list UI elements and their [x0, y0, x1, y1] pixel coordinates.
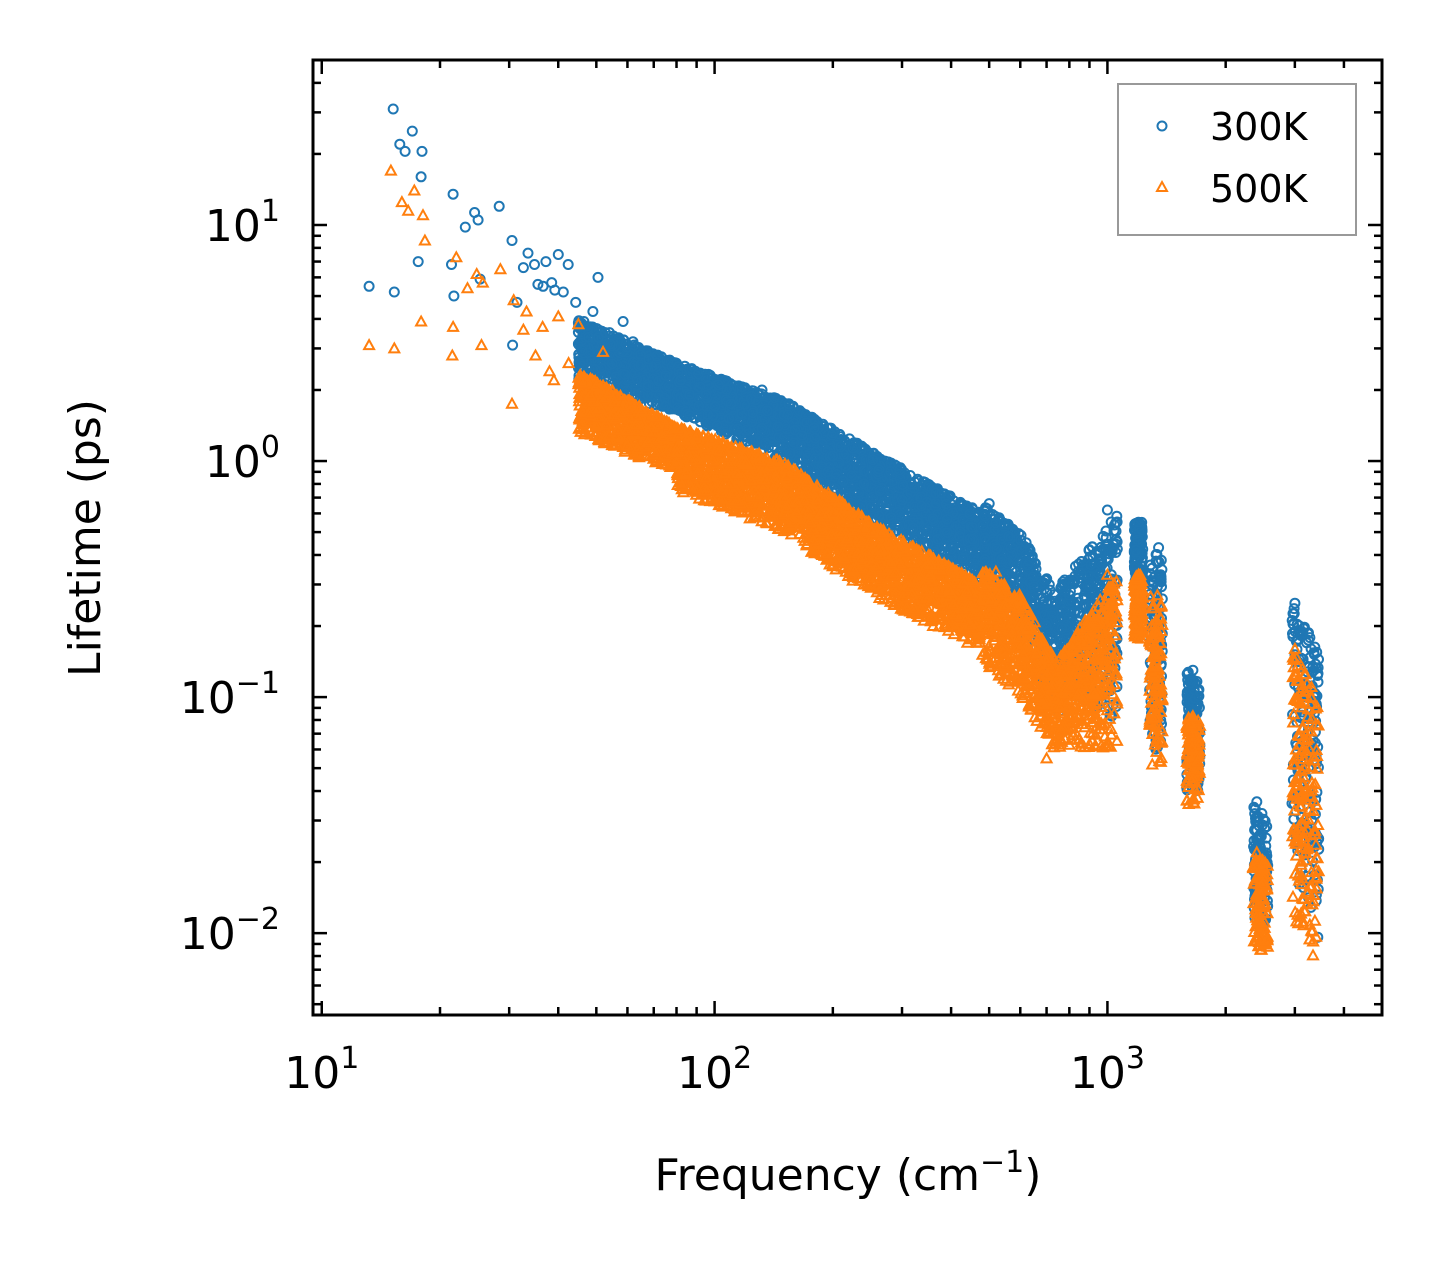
data-point-300K	[573, 315, 585, 327]
data-point-300K	[606, 340, 618, 352]
data-point-300K	[643, 398, 655, 410]
data-point-300K	[605, 338, 616, 350]
series-300K	[363, 103, 1325, 943]
data-point-300K	[582, 327, 594, 339]
data-point-300K	[659, 400, 671, 412]
data-point-300K	[640, 347, 652, 359]
data-point-300K	[653, 375, 665, 387]
data-point-300K	[628, 360, 640, 371]
data-point-300K	[621, 385, 633, 397]
data-point-300K	[593, 332, 604, 344]
data-point-300K	[619, 369, 631, 380]
data-point-300K	[595, 362, 607, 374]
data-point-300K	[650, 361, 662, 373]
data-point-300K	[586, 354, 597, 366]
data-point-300K	[611, 359, 623, 370]
data-point-300K	[588, 340, 600, 352]
data-point-300K	[631, 373, 643, 385]
plot-points	[362, 103, 1326, 961]
data-point-300K	[633, 360, 645, 372]
data-point-300K	[620, 338, 632, 350]
data-point-300K	[635, 359, 647, 371]
data-point-300K	[606, 358, 618, 370]
data-point-300K	[583, 331, 594, 343]
data-point-300K	[610, 340, 622, 352]
data-point-300K	[574, 357, 586, 369]
data-point-300K	[589, 363, 601, 375]
data-point-300K	[599, 327, 611, 339]
